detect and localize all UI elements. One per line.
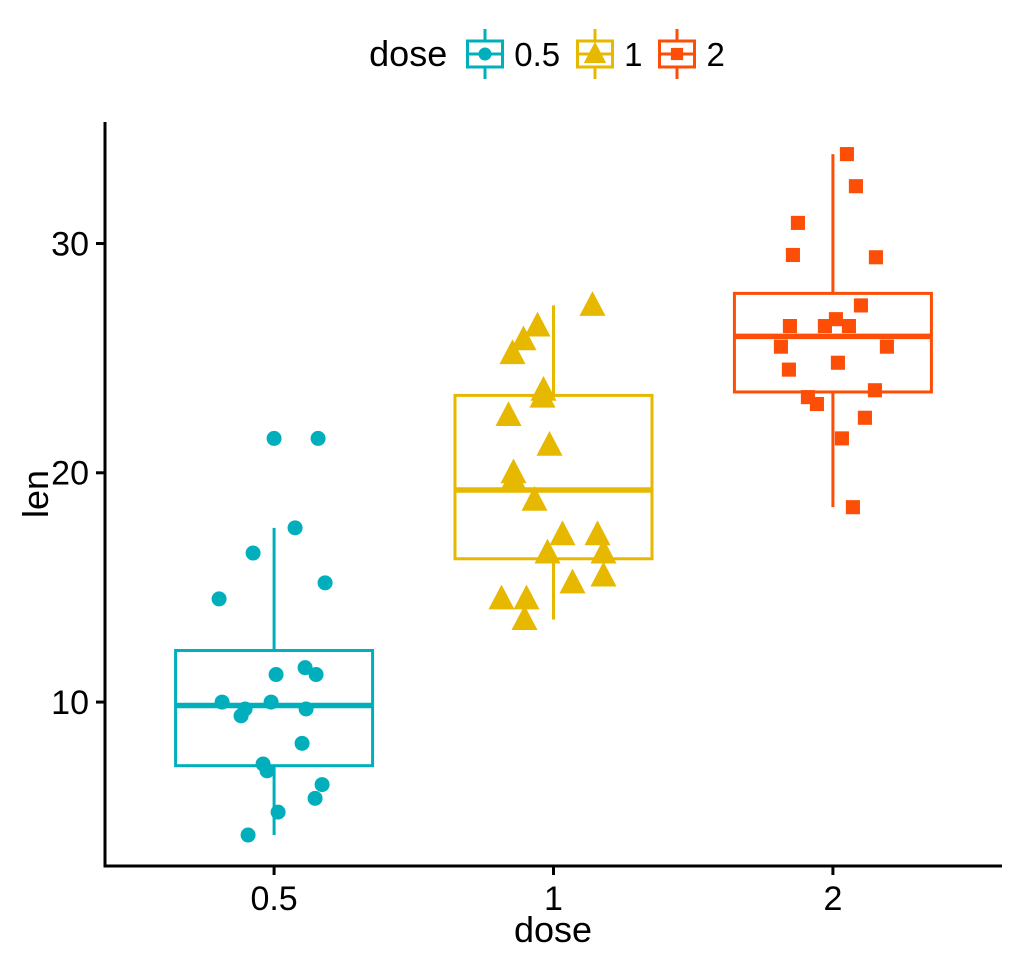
jitter-point [510,325,537,351]
jitter-point [848,179,863,194]
jitter-point [233,708,249,724]
jitter-points-1 [488,291,617,631]
jitter-point [839,147,854,162]
jitter-point [790,215,805,230]
jitter-point [294,735,310,751]
jitter-point [841,319,856,334]
x-tick-label: 2 [823,880,842,918]
jitter-point [828,312,843,327]
boxplot-key-icon [463,25,507,83]
legend-label: 2 [706,35,725,73]
jitter-point [287,520,303,536]
jitter-point [495,401,522,426]
jitter-point [317,575,333,591]
jitter-point [809,396,824,412]
jitter-point [310,430,326,446]
triangle-boxplot-glyph [576,29,615,79]
boxplot-group-2 [732,154,933,508]
jitter-point [211,591,227,607]
jitter-point [240,827,256,843]
box [732,291,933,394]
square-boxplot-glyph [658,29,697,79]
jitter-point [785,247,800,263]
jitter-point [868,250,883,265]
legend-label: 0.5 [514,35,561,73]
jitter-point [817,319,832,334]
jitter-point [529,382,556,408]
x-axis-title: dose [513,909,593,950]
box [453,393,654,561]
jitter-point [781,362,796,377]
jitter-point [263,694,279,710]
jitter-point [499,339,526,365]
jitter-point [308,667,324,683]
jitter-point [549,520,576,546]
outlier-point [266,430,282,446]
jitter-points-2 [773,147,894,515]
jitter-point [590,561,617,587]
jitter-point [524,311,551,337]
x-tick-label: 0.5 [250,880,297,918]
jitter-point [879,339,894,354]
jitter-point [830,355,845,370]
y-tick-label: 20 [51,455,89,493]
x-tick-label: 1 [544,880,563,918]
legend-item-dose-0-5: 0.5 [463,25,560,83]
jitter-point [314,777,330,793]
key-point [671,47,684,61]
jitter-point [534,538,561,564]
jitter-point [521,486,548,511]
jitter-point [853,298,868,313]
jitter-point [297,660,313,676]
jitter-point [579,291,606,316]
boxplot-key-icon [655,25,699,83]
axes: 10 20 30 0.5 1 2 [51,122,1002,918]
jitter-point [500,465,527,491]
legend-title: dose [369,33,448,74]
jitter-point [834,431,849,446]
jitter-point [307,790,323,806]
jitter-point [584,520,611,546]
boxplot-group-1 [453,305,654,620]
legend-label: 1 [624,35,643,73]
jitter-point [845,500,860,515]
key-point [478,47,492,61]
boxplot-group-0.5 [174,430,375,836]
jitter-point [268,667,284,683]
jitter-point [511,605,538,631]
boxplot-key-icon [573,25,617,83]
jitter-point [559,568,586,594]
jitter-point [867,383,882,398]
y-tick-label: 10 [51,684,89,722]
jitter-point [298,701,314,717]
jitter-point [270,804,286,820]
y-axis-title: len [15,469,56,519]
jitter-point [245,545,261,561]
jitter-point [782,319,797,334]
legend-item-dose-1: 1 [573,25,642,83]
jitter-point [590,538,617,564]
legend-item-dose-2: 2 [655,25,725,83]
legend: dose 0.5 1 2 [105,24,1002,84]
jitter-point [259,763,275,779]
jitter-point [773,339,788,354]
jitter-point [513,584,540,610]
circle-boxplot-glyph [466,29,505,79]
jitter-point [488,584,515,610]
jitter-points-0.5 [211,430,333,843]
jitter-point [857,410,872,425]
jitter-point [536,430,563,456]
y-tick-label: 30 [51,225,89,263]
jitter-point [214,694,230,710]
key-point [583,41,607,63]
